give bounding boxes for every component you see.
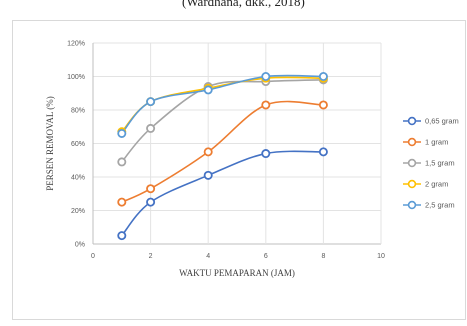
legend-item-1-gram: 1 gram [403, 138, 448, 147]
y-tick-label: 80% [71, 108, 85, 115]
data-point-2-5-gram [261, 72, 271, 82]
x-axis-title: WAKTU PEMAPARAN (JAM) [179, 268, 295, 278]
x-tick-label: 8 [321, 253, 325, 260]
data-point-1-gram [203, 147, 213, 157]
y-tick-label: 100% [67, 74, 85, 81]
x-tick-label: 0 [91, 253, 95, 260]
data-point-1-gram [117, 197, 127, 207]
data-point-2-5-gram [318, 72, 328, 82]
series-line-0-65-gram [121, 150, 324, 237]
data-point-1-5-gram [146, 123, 156, 133]
x-tick-label: 10 [377, 253, 385, 260]
legend-item-2-5-gram: 2,5 gram [403, 201, 455, 210]
y-axis-title: PERSEN REMOVAL (%) [45, 96, 55, 191]
legend-marker [407, 137, 417, 147]
legend-label: 0,65 gram [425, 117, 459, 126]
data-point-1-gram [261, 100, 271, 110]
x-tick-label: 2 [149, 253, 153, 260]
caption-fragment-text: (Wardhana, dkk., 2018) [182, 0, 305, 9]
y-tick-label: 60% [71, 141, 85, 148]
x-tick-label: 6 [264, 253, 268, 260]
legend-marker [407, 158, 417, 168]
x-tick-labels: 0 2 4 6 8 10 [91, 253, 385, 260]
legend-label: 2,5 gram [425, 201, 455, 210]
x-tick-label: 4 [206, 253, 210, 260]
legend-marker [407, 200, 417, 210]
line-chart: 0% 20% 40% 60% 80% 100% 120% 0 2 4 6 8 10 WAKTU PEM… [45, 41, 459, 279]
data-point-1-gram [146, 184, 156, 194]
legend-label: 1 gram [425, 138, 448, 147]
y-tick-label: 40% [71, 175, 85, 182]
data-point-0-65-gram [318, 147, 328, 157]
data-point-2-5-gram [146, 97, 156, 107]
data-point-2-5-gram [203, 85, 213, 95]
legend-label: 1,5 gram [425, 159, 455, 168]
legend-label: 2 gram [425, 180, 448, 189]
chart-area: 0% 20% 40% 60% 80% 100% 120% 0 2 4 6 8 10 WAKTU PEM… [12, 20, 466, 320]
data-point-1-5-gram [117, 157, 127, 167]
data-point-0-65-gram [146, 197, 156, 207]
legend-item-2-gram: 2 gram [403, 180, 448, 189]
legend: 0,65 gram 1 gram 1,5 gram 2 gram 2,5 gram [403, 117, 459, 210]
legend-marker [407, 116, 417, 126]
y-tick-label: 0% [75, 242, 85, 249]
data-point-0-65-gram [261, 149, 271, 159]
data-point-2-5-gram [117, 128, 127, 138]
series-markers [117, 72, 328, 241]
data-point-1-gram [318, 100, 328, 110]
legend-item-1-5-gram: 1,5 gram [403, 159, 455, 168]
y-tick-label: 120% [67, 41, 85, 48]
y-tick-label: 20% [71, 208, 85, 215]
legend-item-0-65-gram: 0,65 gram [403, 117, 459, 126]
legend-marker [407, 179, 417, 189]
caption-fragment: (Wardhana, dkk., 2018) [0, 0, 467, 14]
data-point-0-65-gram [203, 170, 213, 180]
data-point-0-65-gram [117, 231, 127, 241]
series-line-1-5-gram [121, 79, 324, 163]
y-tick-labels: 0% 20% 40% 60% 80% 100% 120% [67, 41, 85, 249]
